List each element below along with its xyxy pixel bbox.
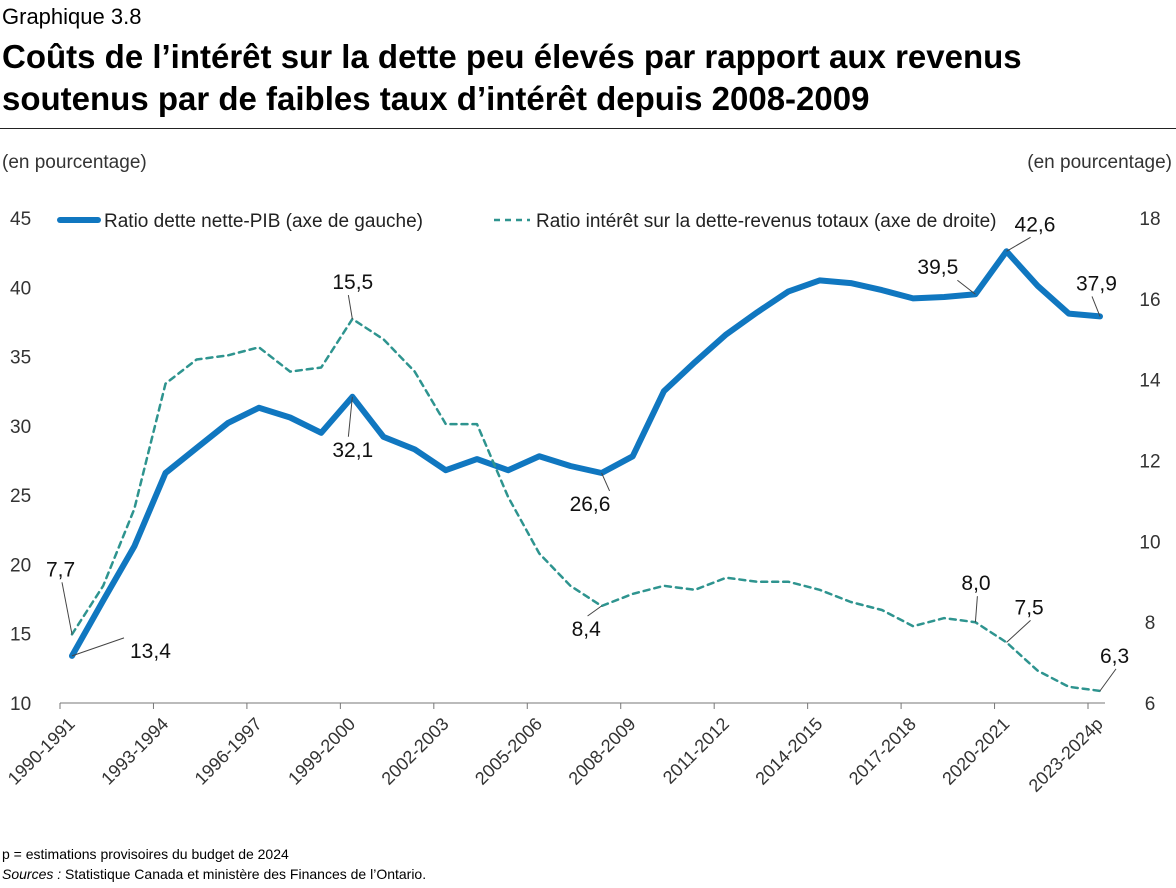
- x-tick-label: 2014-2015: [751, 714, 826, 789]
- data-label-leader: [1099, 668, 1117, 692]
- x-tick-label: 2008-2009: [565, 714, 640, 789]
- title-divider: [0, 128, 1176, 129]
- x-tick-label: 2017-2018: [845, 714, 920, 789]
- x-tick-label: 2020-2021: [938, 714, 1013, 789]
- x-tick-label: 1996-1997: [191, 714, 266, 789]
- footnote-sources: Sources : Statistique Canada et ministèr…: [2, 866, 426, 882]
- y-right-tick-label: 18: [1139, 209, 1160, 230]
- data-label-leader: [347, 294, 353, 320]
- data-label-leader: [347, 396, 353, 437]
- data-label: 37,9: [1076, 272, 1117, 295]
- y-left-tick-label: 20: [10, 555, 31, 576]
- data-label: 6,3: [1100, 645, 1129, 668]
- chart-title: Coûts de l’intérêt sur la dette peu élev…: [2, 38, 1022, 117]
- data-label: 26,6: [570, 493, 611, 516]
- line-chart: 1990-1991 1993-1994 1996-1997 1999-2000 2002…: [4, 209, 1161, 796]
- data-label-leader: [974, 596, 978, 623]
- series-layer: [69, 248, 1103, 693]
- x-tick-label: 2002-2003: [378, 714, 453, 789]
- data-label: 13,4: [130, 640, 171, 663]
- footnote-provisional: p = estimations provisoires du budget de…: [2, 846, 289, 862]
- y-left-tick-label: 35: [10, 348, 31, 369]
- y-left-tick-label: 25: [10, 486, 31, 507]
- x-tick-label: 2005-2006: [471, 714, 546, 789]
- chart-kicker: Graphique 3.8: [2, 4, 142, 29]
- y-left-tick-label: 45: [10, 209, 31, 230]
- y-right-tick-label: 10: [1139, 532, 1160, 553]
- data-label-leader: [61, 582, 73, 635]
- data-label-leader: [1006, 620, 1031, 643]
- data-label: 8,4: [572, 618, 602, 641]
- data-label: 39,5: [917, 256, 958, 279]
- data-label: 7,5: [1015, 596, 1044, 619]
- y-right-tick-label: 12: [1139, 452, 1160, 473]
- legend-label-interest: Ratio intérêt sur la dette-revenus totau…: [536, 211, 996, 232]
- sources-label: Sources :: [2, 866, 62, 882]
- legend-label-debt: Ratio dette nette-PIB (axe de gauche): [104, 211, 423, 232]
- y-right-tick-label: 6: [1145, 694, 1156, 715]
- y-left-tick-label: 10: [10, 694, 31, 715]
- x-tick-label: 2011-2012: [659, 714, 733, 788]
- y-left-tick-label: 15: [10, 625, 31, 646]
- data-label-leader: [1006, 236, 1031, 252]
- left-axis-unit: (en pourcentage): [2, 152, 147, 173]
- x-tick-label: 1999-2000: [284, 714, 359, 789]
- data-labels: 13,4 7,7 15,5 32,1 26,6 8,4 39,5 42,6 37,9 8,0 7,5…: [46, 213, 1129, 692]
- data-label-leader: [601, 472, 611, 492]
- data-label: 42,6: [1015, 213, 1056, 236]
- y-right-tick-label: 16: [1139, 290, 1160, 311]
- y-right-tick-label: 14: [1139, 371, 1161, 392]
- data-label: 7,7: [46, 558, 75, 581]
- y-left-tick-label: 30: [10, 417, 31, 438]
- data-label: 8,0: [961, 572, 990, 595]
- right-axis-unit: (en pourcentage): [1027, 152, 1172, 173]
- data-label-leader: [587, 605, 602, 617]
- y-right-tick-label: 8: [1145, 613, 1156, 634]
- data-label: 32,1: [332, 439, 373, 462]
- x-tick-label: 1993-1994: [97, 714, 172, 789]
- sources-text: Statistique Canada et ministère des Fina…: [65, 866, 427, 882]
- y-left-tick-label: 40: [10, 278, 31, 299]
- series-line-interest-ratio: [70, 317, 1102, 693]
- series-line-debt-ratio: [69, 248, 1103, 659]
- data-label-leader: [957, 279, 976, 295]
- legend: Ratio dette nette-PIB (axe de gauche) Ra…: [57, 211, 996, 232]
- x-tick-label: 2023-2024p: [1025, 714, 1107, 796]
- data-label-leader: [1091, 296, 1101, 317]
- data-label-leader: [71, 637, 125, 657]
- data-label: 15,5: [332, 271, 373, 294]
- x-tick-label: 1990-1991: [4, 714, 79, 789]
